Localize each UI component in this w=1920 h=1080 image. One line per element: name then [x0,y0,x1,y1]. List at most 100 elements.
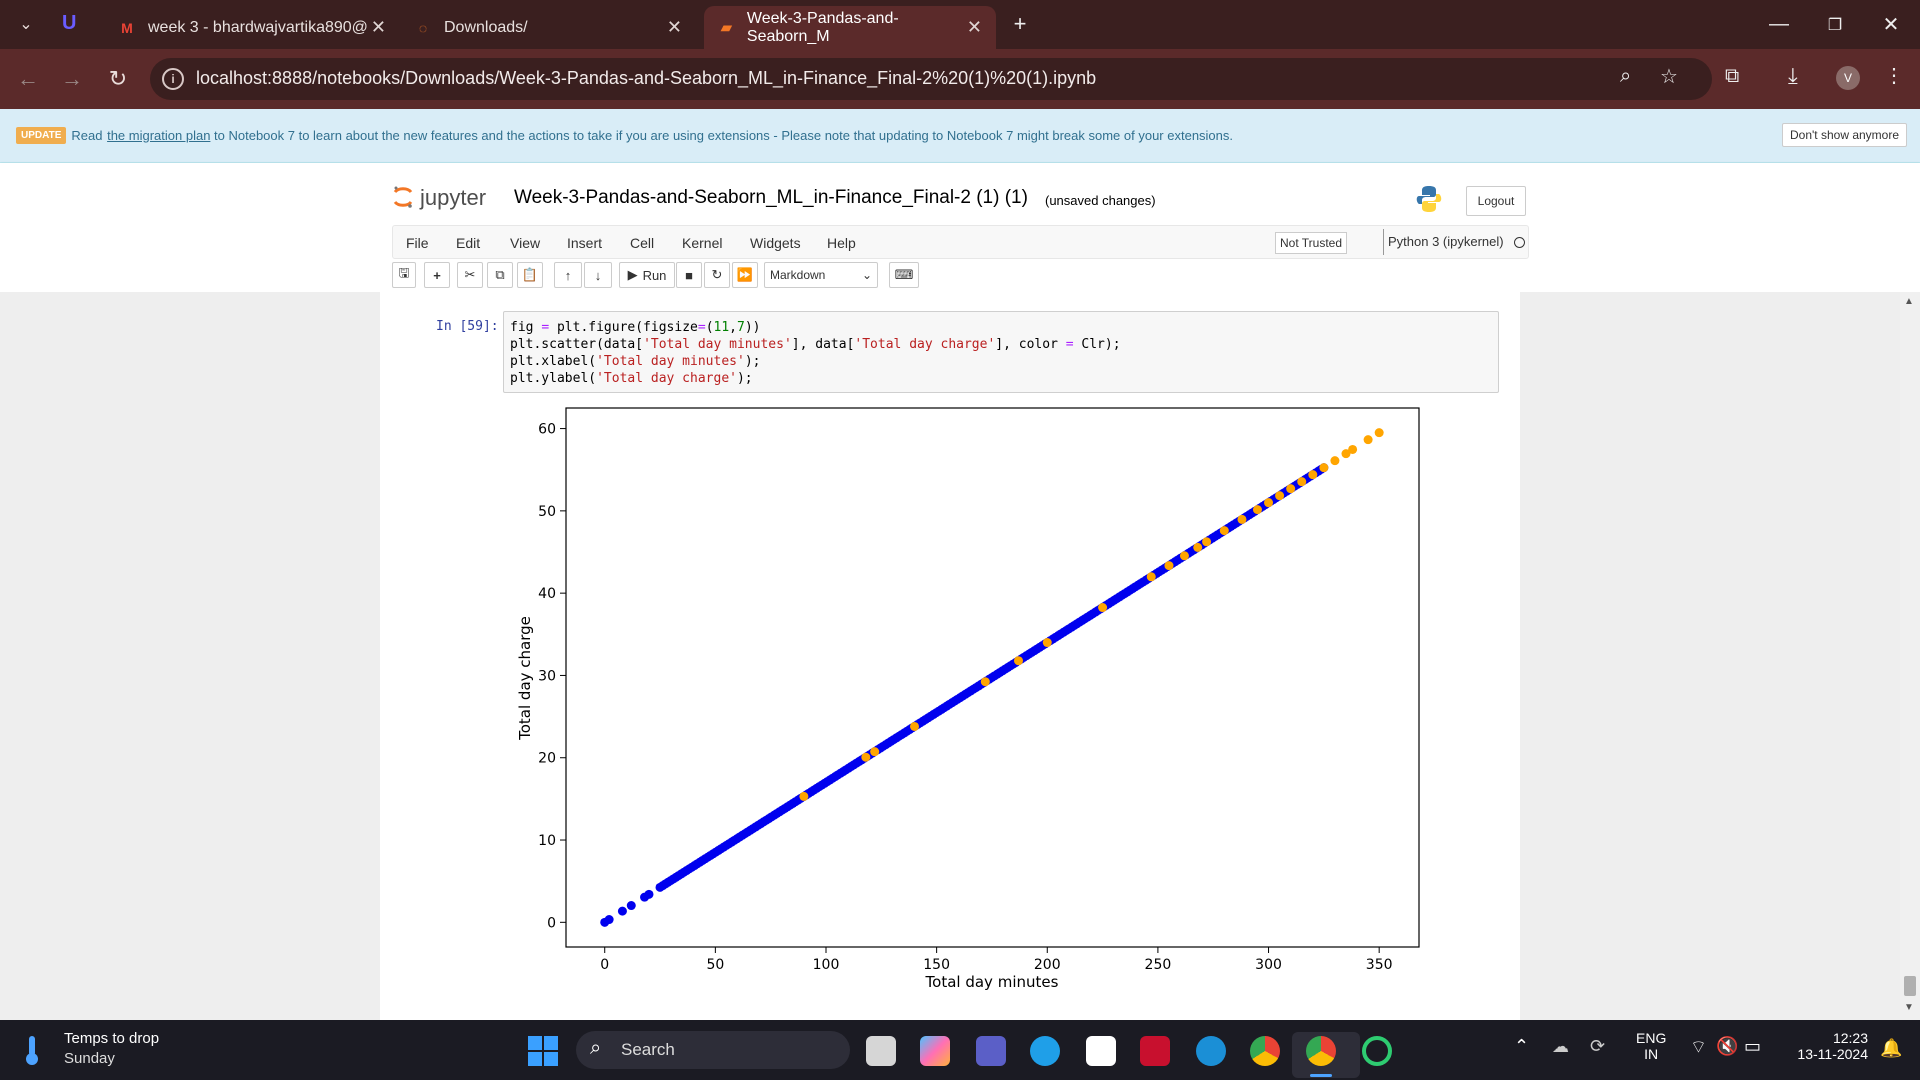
cloud-off-icon[interactable]: ☁ [1552,1037,1569,1056]
y-tick-label: 0 [547,915,556,931]
jupyter-logo-text[interactable]: jupyter [420,185,487,210]
extensions-icon[interactable]: ⧉ [1725,65,1740,87]
chrome-profile-icon[interactable] [1306,1036,1336,1066]
menu-kernel[interactable]: Kernel [682,235,723,251]
site-info-icon[interactable]: i [162,68,184,90]
loading-app-icon[interactable] [1362,1036,1392,1066]
interrupt-stop-icon[interactable]: ■ [676,262,702,288]
thermometer-icon[interactable] [24,1034,40,1066]
tab-gmail[interactable]: M week 3 - bhardwajvartika890@ ✕ [104,6,400,49]
tray-chevron-icon[interactable]: ⌃ [1514,1036,1530,1056]
save-icon[interactable]: 🖫 [392,262,416,288]
edge-icon[interactable] [1196,1036,1226,1066]
restore-icon[interactable]: ❐ [1827,16,1843,34]
move-down-arrow-icon[interactable]: ↓ [584,262,612,288]
window-close-icon[interactable]: ✕ [1882,14,1900,36]
scatter-point [1164,561,1174,571]
close-icon[interactable]: ✕ [966,17,982,37]
zoom-search-icon[interactable]: ⌕ [1620,65,1632,87]
menu-file[interactable]: File [406,235,429,251]
copilot-icon[interactable] [920,1036,950,1066]
scatter-point [1330,456,1340,466]
scroll-down-arrow-icon[interactable]: ▼ [1904,1002,1914,1013]
run-label: Run [642,267,667,283]
teams-icon[interactable] [976,1036,1006,1066]
browser-tab-strip: ⌄ U M week 3 - bhardwajvartika890@ ✕ ◌ D… [0,0,1920,49]
profile-avatar[interactable]: V [1836,66,1860,90]
migration-plan-link[interactable]: the migration plan [107,128,211,143]
volume-muted-icon[interactable]: 🔇 [1716,1036,1739,1056]
task-view-icon[interactable] [866,1036,896,1066]
update-badge: UPDATE [16,127,67,144]
reload-icon[interactable]: ↻ [108,66,128,91]
chrome-icon[interactable] [1250,1036,1280,1066]
clock[interactable]: 12:23 13-11-2024 [1786,1030,1868,1062]
code-cell-editor[interactable]: fig = plt.figure(figsize=(11,7)) plt.scat… [503,311,1499,393]
notebook-title[interactable]: Week-3-Pandas-and-Seaborn_ML_in-Finance_… [514,187,1028,208]
scatter-point [1237,514,1247,524]
download-icon[interactable]: ⤓ [1788,63,1798,88]
url-text[interactable]: localhost:8888/notebooks/Downloads/Week-… [196,68,1097,88]
scatter-point [1013,656,1023,666]
jupyter-logo-icon[interactable] [392,184,414,210]
dont-show-button[interactable]: Don't show anymore [1782,123,1908,147]
browser-menu-icon[interactable]: ⋮ [1884,65,1904,87]
x-tick-label: 100 [813,957,840,973]
logout-button[interactable]: Logout [1466,186,1526,216]
code-line: fig = plt.figure(figsize=(11,7)) [510,320,761,335]
help-icon[interactable] [1030,1036,1060,1066]
move-up-arrow-icon[interactable]: ↑ [554,262,582,288]
scrollbar-thumb[interactable] [1904,976,1916,996]
cut-scissors-icon[interactable]: ✂ [457,262,483,288]
menu-cell[interactable]: Cell [630,235,655,251]
jupyter-header: jupyter Week-3-Pandas-and-Seaborn_ML_in-… [0,163,1920,292]
battery-icon[interactable]: ▭ [1744,1036,1762,1056]
forward-arrow-icon[interactable]: → [61,66,83,91]
copy-icon[interactable]: ⧉ [487,262,513,288]
scroll-up-arrow-icon[interactable]: ▲ [1904,296,1914,307]
wifi-icon[interactable]: ⌔ [1690,1037,1707,1057]
mcafee-icon[interactable] [1140,1036,1170,1066]
weather-title[interactable]: Temps to drop [64,1030,160,1047]
store-icon[interactable] [1086,1036,1116,1066]
minimize-icon[interactable]: — [1769,13,1789,35]
insert-cell-plus-icon[interactable]: + [424,262,450,288]
windows-start-icon[interactable] [528,1036,558,1066]
keyboard-icon[interactable]: ⌨ [889,262,919,288]
cell-prompt: In [59]: [436,319,499,334]
page-scrollbar[interactable]: ▲ ▼ [1900,292,1920,1020]
y-axis-ticks: 0 10 20 30 40 50 60 [538,422,566,931]
y-tick-label: 60 [538,422,556,438]
cell-type-value: Markdown [770,268,826,282]
close-icon[interactable]: ✕ [370,17,386,37]
back-arrow-icon[interactable]: ← [17,66,39,91]
address-bar[interactable]: i localhost:8888/notebooks/Downloads/Wee… [150,58,1712,100]
scatter-point [1286,484,1296,494]
menu-widgets[interactable]: Widgets [750,235,801,251]
close-icon[interactable]: ✕ [666,17,682,37]
trust-indicator[interactable]: Not Trusted [1275,232,1348,254]
notification-bell-icon[interactable]: 🔔 [1880,1038,1903,1058]
paste-icon[interactable]: 📋 [517,262,543,288]
y-tick-label: 40 [538,586,556,602]
x-tick-label: 350 [1366,957,1393,973]
restart-run-all-icon[interactable]: ⏩ [732,262,758,288]
taskbar-search[interactable]: ⌕ Search [576,1031,850,1069]
scatter-point [870,747,880,757]
bookmark-star-icon[interactable]: ☆ [1660,66,1678,88]
language-indicator[interactable]: ENG IN [1636,1030,1666,1062]
menu-edit[interactable]: Edit [456,235,481,251]
tab-downloads[interactable]: ◌ Downloads/ ✕ [400,6,696,49]
menu-view[interactable]: View [510,235,541,251]
tab-notebook[interactable]: ▰ Week-3-Pandas-and-Seaborn_M ✕ [704,6,996,49]
new-tab-plus-icon[interactable]: + [1013,11,1027,36]
restart-icon[interactable]: ↻ [704,262,730,288]
sync-icon[interactable]: ⟳ [1590,1036,1606,1056]
kernel-name[interactable]: Python 3 (ipykernel) [1383,229,1504,255]
menu-insert[interactable]: Insert [567,235,603,251]
app-logo-icon[interactable]: U [62,12,77,34]
cell-type-select[interactable]: Markdown ⌄ [764,262,878,288]
menu-help[interactable]: Help [827,235,856,251]
run-button[interactable]: ▶ Run [619,262,675,288]
tab-search-chevron-icon[interactable]: ⌄ [19,16,33,33]
